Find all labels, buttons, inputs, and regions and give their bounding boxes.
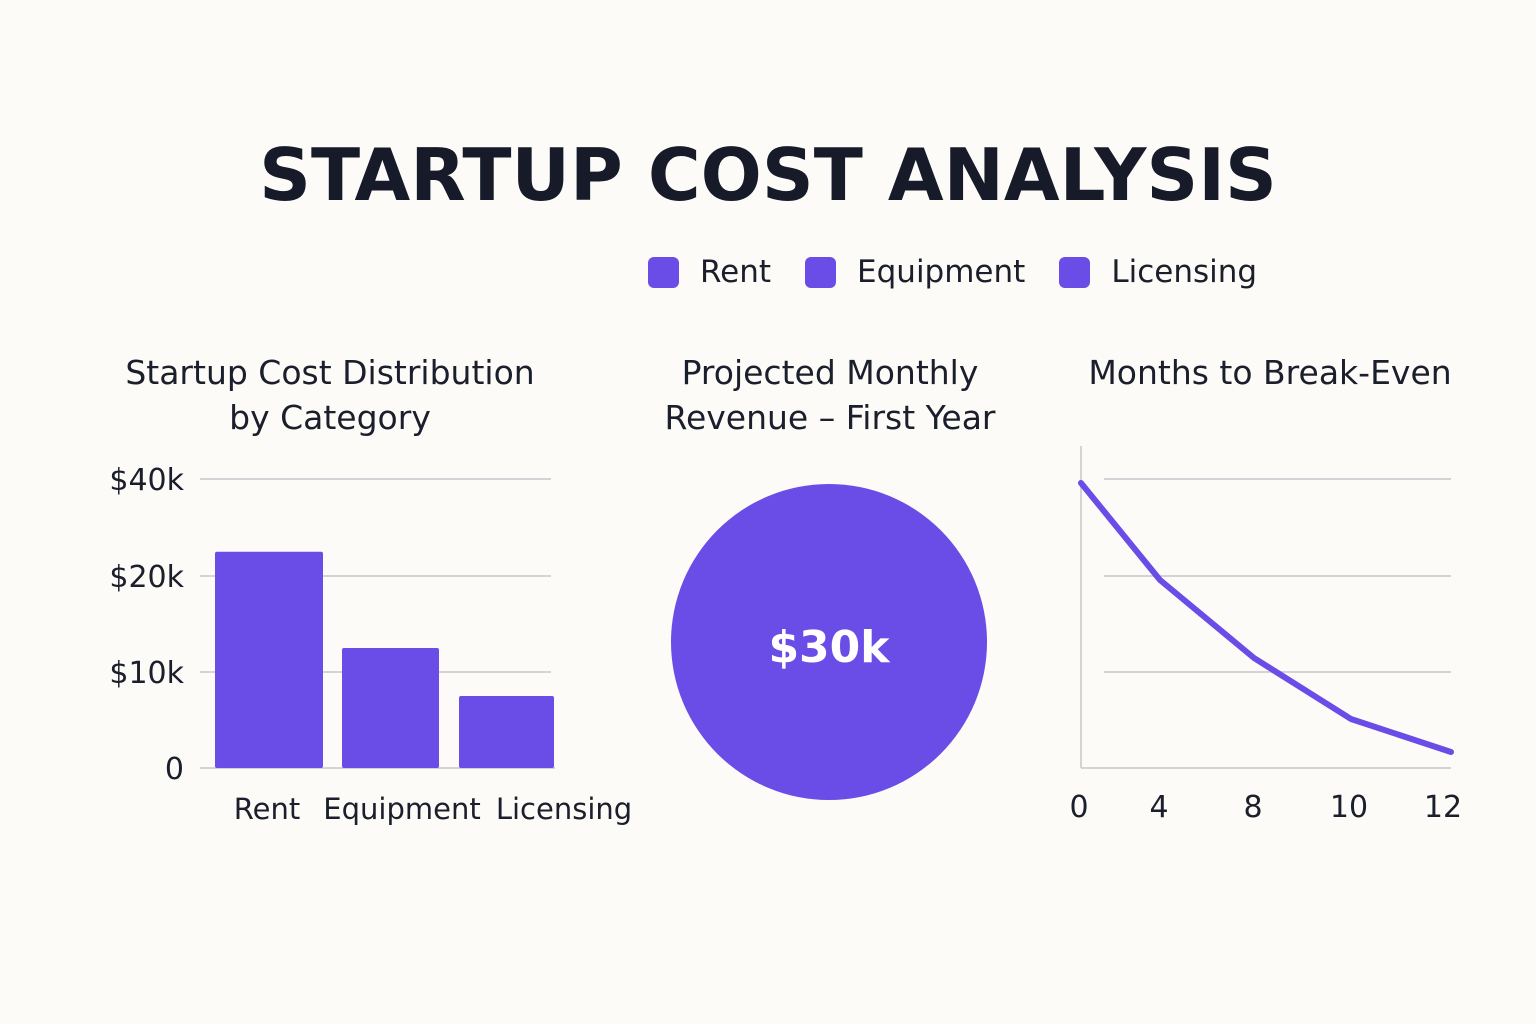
page-title: STARTUP COST ANALYSIS	[259, 133, 1277, 217]
bar-category-label: Equipment	[323, 792, 480, 826]
line-x-tick-label: 4	[1149, 790, 1168, 825]
line-x-tick-label: 8	[1243, 790, 1262, 825]
line-chart-title: Months to Break-Even	[1088, 353, 1452, 392]
legend-swatch	[1059, 256, 1091, 288]
pie-chart-title: Projected Monthly Revenue – First Year	[664, 353, 996, 437]
legend-label: Equipment	[857, 254, 1026, 290]
legend: Rent Equipment Licensing	[648, 252, 1291, 292]
line-x-tick-label: 10	[1330, 790, 1368, 825]
pie-slice-label: $30k	[768, 622, 891, 673]
bar-category-label: Rent	[234, 792, 300, 826]
bar	[342, 648, 439, 768]
bar-chart-title: Startup Cost Distribution by Category	[125, 353, 535, 437]
bar-y-tick-label: $10k	[109, 656, 184, 691]
legend-swatch	[805, 256, 837, 288]
legend-item-rent: Rent	[648, 254, 771, 290]
pie-slice	[671, 484, 987, 800]
line-series	[1078, 480, 1454, 755]
bar-category-label: Licensing	[496, 792, 632, 826]
bar-y-tick-label: $20k	[109, 560, 184, 595]
legend-label: Licensing	[1111, 254, 1258, 290]
legend-swatch	[648, 256, 679, 288]
bar	[215, 551, 323, 768]
legend-item-licensing: Licensing	[1059, 254, 1257, 290]
line-x-tick-label: 0	[1069, 790, 1088, 825]
line-x-tick-label: 12	[1424, 790, 1462, 825]
bar-y-tick-label: 0	[165, 752, 184, 787]
legend-item-equipment: Equipment	[805, 254, 1025, 290]
bar	[459, 696, 554, 768]
bar-y-tick-label: $40k	[109, 463, 184, 498]
legend-label: Rent	[700, 254, 772, 290]
